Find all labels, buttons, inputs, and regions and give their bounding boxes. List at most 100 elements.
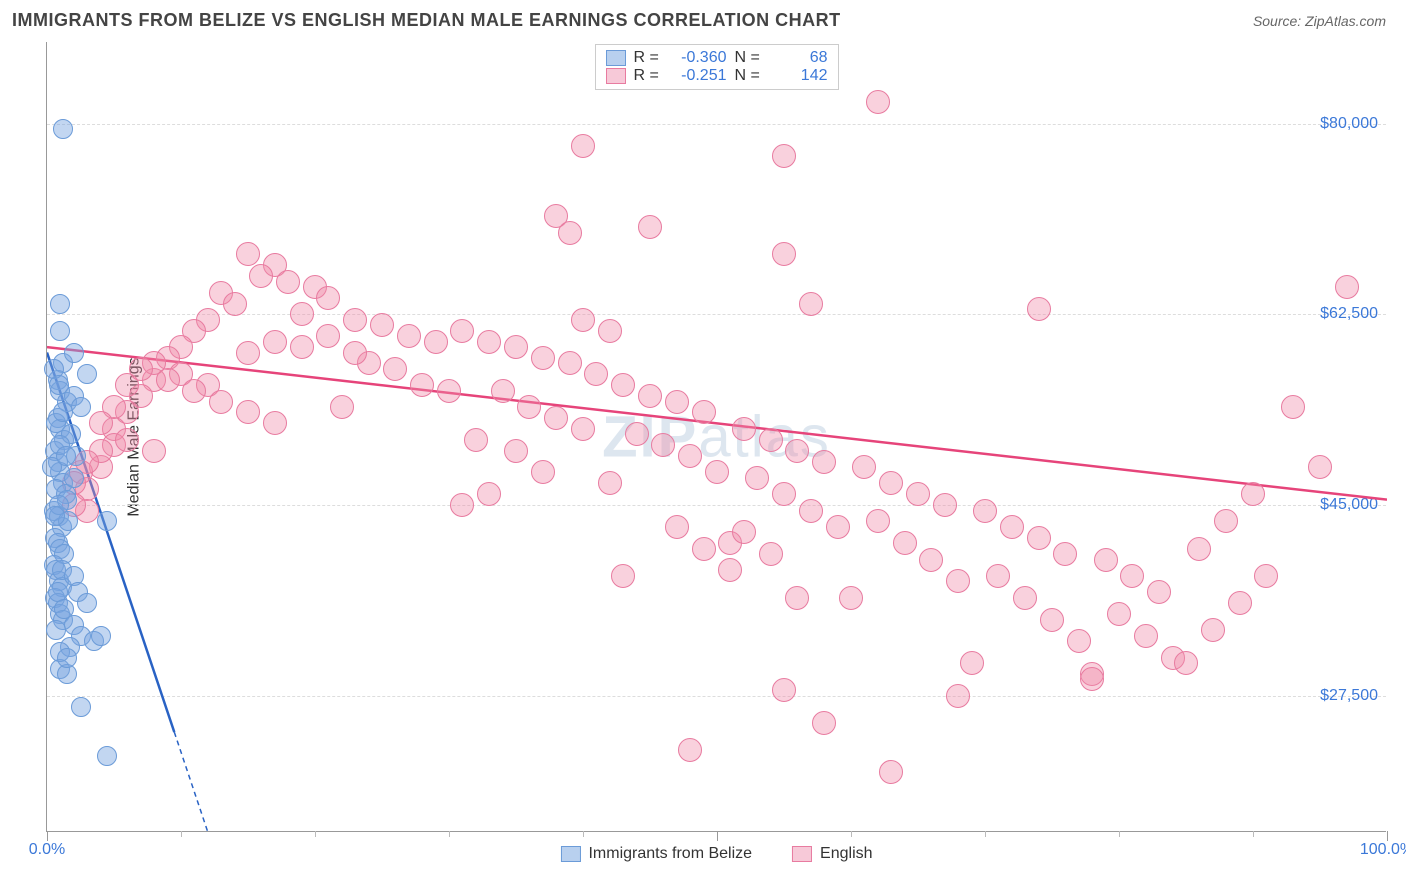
data-point: [772, 242, 796, 266]
data-point: [410, 373, 434, 397]
x-tick-label: 0.0%: [29, 841, 65, 859]
data-point: [1000, 515, 1024, 539]
data-point: [919, 548, 943, 572]
data-point: [852, 455, 876, 479]
data-point: [745, 466, 769, 490]
data-point: [491, 379, 515, 403]
x-tick-minor: [315, 831, 316, 837]
data-point: [343, 341, 367, 365]
data-point: [772, 482, 796, 506]
data-point: [946, 569, 970, 593]
data-point: [705, 460, 729, 484]
data-point: [638, 215, 662, 239]
data-point: [1053, 542, 1077, 566]
r-value: -0.360: [672, 49, 727, 67]
legend-swatch: [560, 846, 580, 862]
data-point: [785, 586, 809, 610]
data-point: [1067, 629, 1091, 653]
data-point: [611, 564, 635, 588]
data-point: [450, 493, 474, 517]
data-point: [182, 379, 206, 403]
data-point: [54, 599, 74, 619]
data-point: [718, 558, 742, 582]
x-tick: [1387, 831, 1388, 841]
y-tick-label: $45,000: [1320, 496, 1378, 514]
x-tick-minor: [181, 831, 182, 837]
data-point: [1281, 395, 1305, 419]
data-point: [209, 390, 233, 414]
data-point: [799, 292, 823, 316]
data-point: [249, 264, 273, 288]
gridline: [47, 505, 1386, 506]
data-point: [56, 446, 76, 466]
x-tick-minor: [851, 831, 852, 837]
scatter-chart: Median Male Earnings ZIPatlas R =-0.360N…: [46, 42, 1386, 832]
data-point: [49, 375, 69, 395]
data-point: [1080, 667, 1104, 691]
data-point: [678, 738, 702, 762]
data-point: [77, 364, 97, 384]
data-point: [866, 509, 890, 533]
data-point: [276, 270, 300, 294]
data-point: [1027, 297, 1051, 321]
data-point: [1120, 564, 1144, 588]
x-tick-minor: [1119, 831, 1120, 837]
data-point: [263, 330, 287, 354]
data-point: [437, 379, 461, 403]
data-point: [517, 395, 541, 419]
data-point: [1214, 509, 1238, 533]
gridline: [47, 696, 1386, 697]
data-point: [115, 428, 139, 452]
n-label: N =: [735, 67, 765, 85]
data-point: [651, 433, 675, 457]
data-point: [64, 343, 84, 363]
data-point: [571, 308, 595, 332]
data-point: [71, 397, 91, 417]
data-point: [91, 626, 111, 646]
series-swatch: [606, 68, 626, 84]
data-point: [477, 482, 501, 506]
data-point: [785, 439, 809, 463]
data-point: [424, 330, 448, 354]
n-value: 142: [773, 67, 828, 85]
data-point: [97, 511, 117, 531]
data-point: [97, 746, 117, 766]
data-point: [946, 684, 970, 708]
data-point: [370, 313, 394, 337]
y-tick-label: $62,500: [1320, 305, 1378, 323]
x-tick-minor: [985, 831, 986, 837]
data-point: [236, 242, 260, 266]
data-point: [759, 428, 783, 452]
legend-label: Immigrants from Belize: [588, 845, 752, 863]
data-point: [692, 400, 716, 424]
data-point: [879, 471, 903, 495]
data-point: [598, 471, 622, 495]
series-swatch: [606, 50, 626, 66]
data-point: [544, 406, 568, 430]
x-tick-minor: [449, 831, 450, 837]
r-label: R =: [634, 67, 664, 85]
data-point: [383, 357, 407, 381]
data-point: [638, 384, 662, 408]
gridline: [47, 314, 1386, 315]
data-point: [1335, 275, 1359, 299]
data-point: [50, 321, 70, 341]
x-tick-minor: [583, 831, 584, 837]
data-point: [973, 499, 997, 523]
data-point: [57, 648, 77, 668]
legend: Immigrants from BelizeEnglish: [560, 845, 872, 863]
legend-item: Immigrants from Belize: [560, 845, 752, 863]
data-point: [531, 460, 555, 484]
data-point: [1187, 537, 1211, 561]
data-point: [316, 324, 340, 348]
data-point: [53, 119, 73, 139]
stats-row: R =-0.251N =142: [606, 67, 828, 85]
data-point: [826, 515, 850, 539]
data-point: [464, 428, 488, 452]
data-point: [772, 678, 796, 702]
data-point: [866, 90, 890, 114]
data-point: [1107, 602, 1131, 626]
data-point: [611, 373, 635, 397]
x-tick-minor: [1253, 831, 1254, 837]
data-point: [450, 319, 474, 343]
